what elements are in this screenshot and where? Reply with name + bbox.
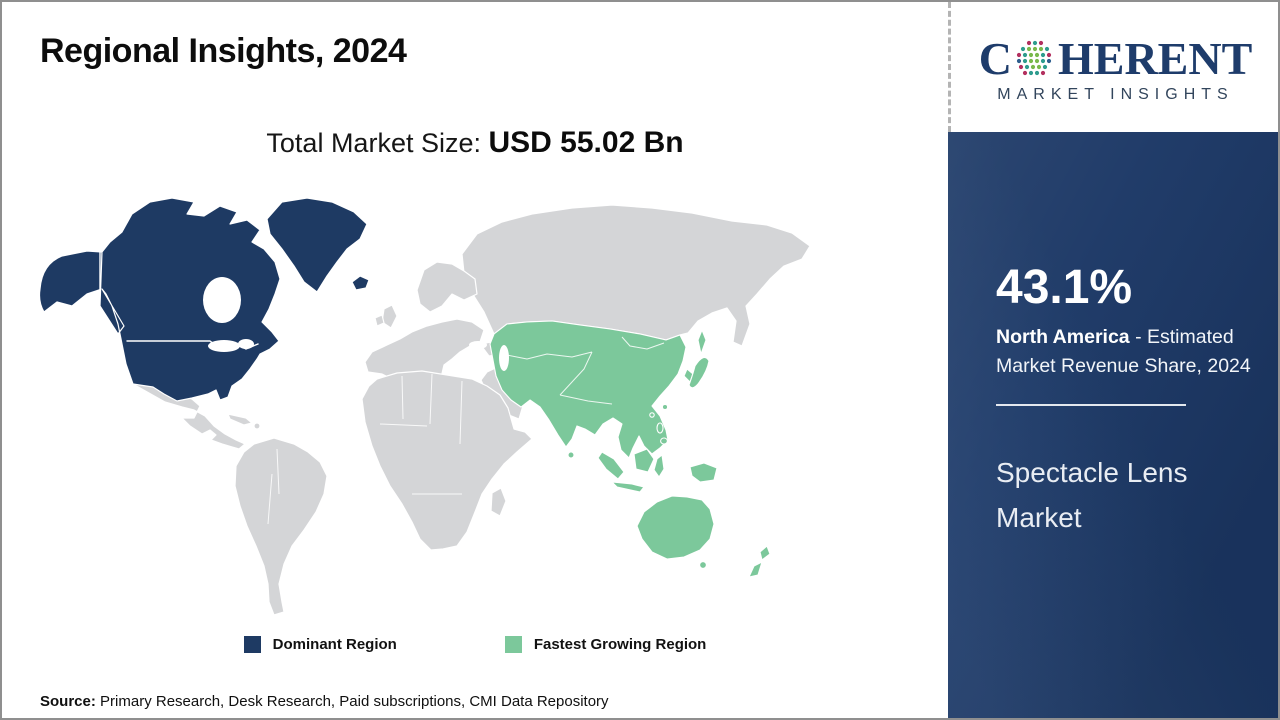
brand-letters-rest: HERENT (1057, 33, 1253, 84)
map-region-tasmania (699, 561, 707, 569)
fastest-growing-region-label: Fastest Growing Region (533, 636, 707, 653)
map-gulf-st-lawrence (238, 339, 254, 349)
map-region-borneo (633, 448, 655, 473)
legend-item-dominant: Dominant Region (243, 636, 397, 653)
map-region-cuba (227, 413, 253, 426)
source-text: Primary Research, Desk Research, Paid su… (100, 693, 609, 710)
map-region-sumatra (597, 451, 625, 480)
map-region-canada-usa (99, 197, 281, 402)
map-region-scandinavia (416, 261, 478, 313)
map-region-sakhalin (697, 329, 707, 355)
map-region-new-zealand-south (748, 561, 763, 578)
map-region-philippines (656, 422, 664, 434)
page-title: Regional Insights, 2024 (40, 32, 407, 70)
map-hudson-bay (203, 277, 241, 323)
dominant-region-label: Dominant Region (272, 636, 397, 653)
map-region-madagascar (490, 487, 507, 517)
source-label: Source: (40, 693, 96, 710)
map-caspian-sea (499, 345, 509, 371)
map-region-alaska (38, 250, 103, 313)
map-legend: Dominant Region Fastest Growing Region (2, 636, 948, 653)
share-caption-rest: - Estimated Market Revenue Share, 2024 (996, 325, 1251, 378)
map-country-borders-gray (267, 373, 463, 525)
brand-tagline: MARKET INSIGHTS (997, 86, 1234, 103)
map-region-taiwan (661, 403, 669, 411)
right-sidebar: C HERENT MARKET INSIGHTS 43.1% North Ame… (948, 2, 1278, 718)
map-region-new-zealand-north (759, 545, 771, 561)
market-name: Spectacle Lens Market (996, 457, 1188, 534)
map-region-philippines-south (660, 437, 668, 445)
map-region-greenland (266, 197, 368, 293)
total-market-size: Total Market Size: USD 55.02 Bn (2, 126, 948, 160)
market-share-value: 43.1% (996, 261, 1133, 314)
map-region-australia (636, 495, 715, 560)
map-region-uk (381, 304, 398, 329)
map-border-us-canada (126, 340, 259, 351)
map-region-sulawesi (653, 454, 665, 478)
total-market-size-value: USD 55.02 Bn (488, 126, 684, 159)
total-market-size-label: Total Market Size: (266, 128, 481, 158)
map-region-sri-lanka (567, 451, 575, 459)
map-region-mexico-central-america (132, 381, 246, 450)
map-region-hispaniola (253, 422, 261, 430)
map-region-hainan (649, 412, 655, 418)
brand-letter-c: C (978, 33, 1012, 84)
map-country-borders-green (501, 336, 665, 405)
map-region-ireland (374, 314, 385, 327)
fastest-growing-region-swatch (504, 636, 522, 653)
highlight-panel: 43.1% North America - Estimated Market R… (948, 132, 1278, 718)
dominant-region-swatch (243, 636, 261, 653)
map-region-iceland (351, 275, 370, 291)
dot-globe-icon (1016, 40, 1052, 76)
legend-item-growing: Fastest Growing Region (504, 636, 707, 653)
map-region-asia (489, 320, 687, 459)
world-map (32, 194, 832, 626)
panel-divider (996, 404, 1186, 407)
map-region-japan (688, 356, 710, 389)
map-region-south-america (234, 437, 328, 616)
map-great-lakes (208, 340, 240, 352)
source-line: Source: Primary Research, Desk Research,… (40, 693, 609, 710)
brand-wordmark: C HERENT (979, 36, 1253, 82)
brand-logo: C HERENT MARKET INSIGHTS (948, 2, 1278, 132)
map-region-java (611, 481, 645, 493)
map-black-sea (469, 341, 487, 349)
map-region-new-guinea (689, 462, 718, 483)
map-region-africa (361, 370, 533, 551)
world-map-svg (38, 197, 811, 616)
region-name: North America (996, 325, 1130, 348)
main-content: Regional Insights, 2024 Total Market Siz… (2, 2, 948, 718)
market-share-caption: North America - Estimated Market Revenue… (996, 323, 1254, 382)
